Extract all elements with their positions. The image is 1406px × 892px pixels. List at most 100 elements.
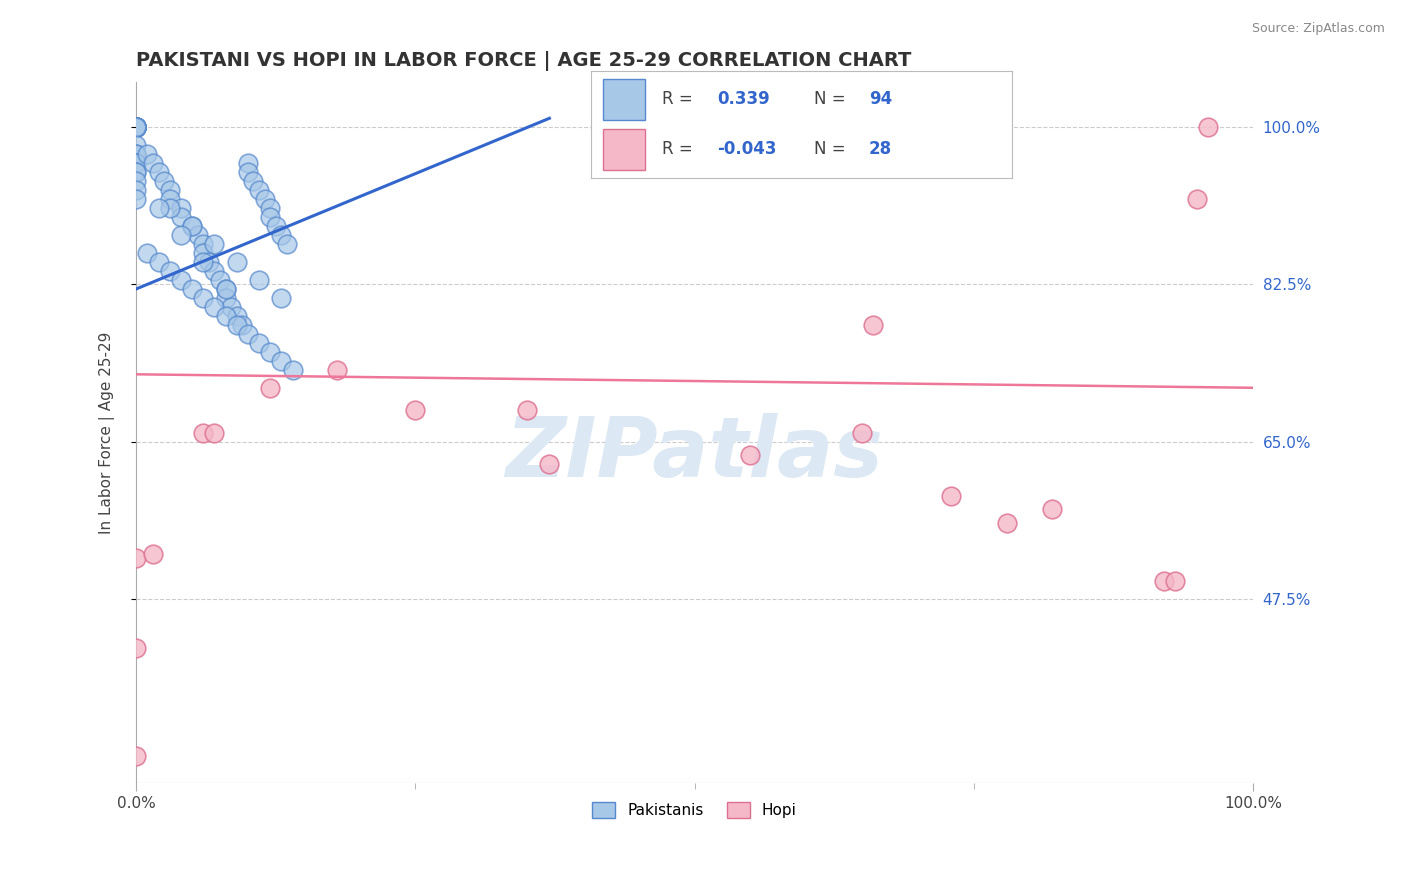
Point [1153, 574, 1175, 588]
Point [219, 300, 242, 314]
Point [1040, 502, 1063, 516]
Point [125, 120, 148, 135]
Text: -0.043: -0.043 [717, 141, 776, 159]
Point [270, 354, 292, 368]
Point [208, 273, 231, 287]
Point [125, 120, 148, 135]
Point [125, 120, 148, 135]
Point [851, 425, 873, 440]
Point [193, 291, 215, 305]
Point [125, 120, 148, 135]
Point [125, 551, 148, 566]
Point [264, 219, 287, 233]
Point [253, 192, 276, 206]
Point [125, 120, 148, 135]
Point [125, 120, 148, 135]
Point [1197, 120, 1219, 135]
Point [136, 246, 159, 260]
Point [236, 156, 259, 170]
Legend: Pakistanis, Hopi: Pakistanis, Hopi [586, 797, 803, 824]
Point [125, 120, 148, 135]
Point [941, 489, 963, 503]
Point [247, 273, 270, 287]
Point [125, 120, 148, 135]
Text: 94: 94 [869, 90, 893, 108]
Y-axis label: In Labor Force | Age 25-29: In Labor Force | Age 25-29 [100, 332, 115, 534]
Point [214, 309, 236, 323]
Point [225, 318, 247, 332]
Point [193, 237, 215, 252]
Text: R =: R = [662, 90, 699, 108]
Point [193, 255, 215, 269]
Point [202, 300, 225, 314]
FancyBboxPatch shape [603, 129, 645, 169]
Point [125, 120, 148, 135]
Point [153, 174, 176, 188]
Point [247, 183, 270, 197]
Point [125, 138, 148, 153]
Point [1164, 574, 1187, 588]
Point [125, 120, 148, 135]
Text: N =: N = [814, 90, 851, 108]
Point [125, 120, 148, 135]
Text: N =: N = [814, 141, 851, 159]
Point [1185, 192, 1208, 206]
Point [270, 291, 292, 305]
Point [159, 201, 181, 215]
Point [125, 120, 148, 135]
Point [125, 120, 148, 135]
FancyBboxPatch shape [603, 78, 645, 120]
Point [159, 183, 181, 197]
Point [125, 641, 148, 656]
Point [148, 165, 170, 179]
Point [259, 381, 281, 395]
Point [125, 120, 148, 135]
Point [236, 326, 259, 341]
Point [187, 228, 209, 243]
Point [197, 255, 219, 269]
Point [125, 192, 148, 206]
Point [276, 237, 298, 252]
Point [125, 120, 148, 135]
Text: ZIPatlas: ZIPatlas [506, 413, 883, 494]
Point [242, 174, 264, 188]
Point [214, 282, 236, 296]
Point [259, 201, 281, 215]
Point [125, 156, 148, 170]
Point [125, 120, 148, 135]
Point [136, 147, 159, 161]
Point [125, 120, 148, 135]
Point [125, 120, 148, 135]
Point [159, 264, 181, 278]
Point [214, 282, 236, 296]
Point [125, 120, 148, 135]
Point [259, 210, 281, 224]
Point [202, 425, 225, 440]
Point [193, 425, 215, 440]
Point [125, 120, 148, 135]
Point [125, 120, 148, 135]
Point [125, 120, 148, 135]
Point [125, 156, 148, 170]
Point [516, 403, 538, 417]
Text: 28: 28 [869, 141, 891, 159]
Point [125, 174, 148, 188]
Point [148, 201, 170, 215]
Point [148, 255, 170, 269]
Point [259, 344, 281, 359]
Point [125, 165, 148, 179]
Point [125, 120, 148, 135]
Point [326, 363, 349, 377]
Point [142, 547, 165, 561]
Point [281, 363, 304, 377]
Point [270, 228, 292, 243]
Point [170, 210, 193, 224]
Point [181, 282, 204, 296]
Point [225, 255, 247, 269]
Text: PAKISTANI VS HOPI IN LABOR FORCE | AGE 25-29 CORRELATION CHART: PAKISTANI VS HOPI IN LABOR FORCE | AGE 2… [136, 51, 911, 70]
Point [159, 192, 181, 206]
Point [125, 120, 148, 135]
Point [142, 156, 165, 170]
Point [181, 219, 204, 233]
Point [125, 147, 148, 161]
